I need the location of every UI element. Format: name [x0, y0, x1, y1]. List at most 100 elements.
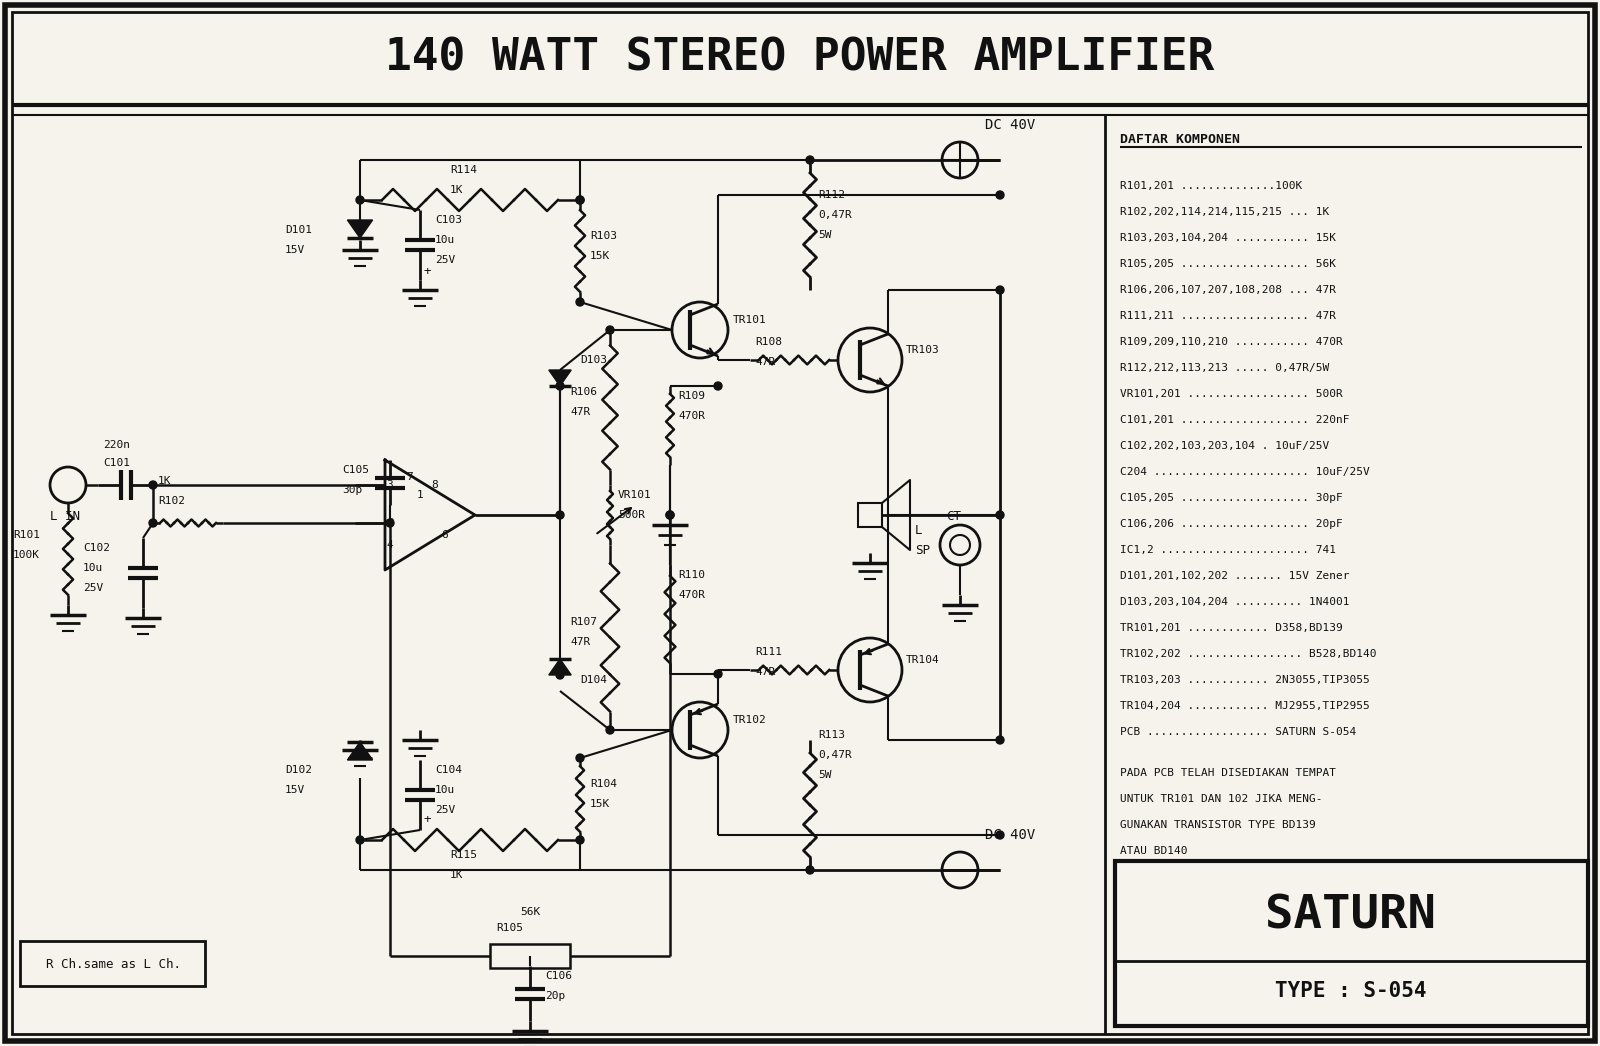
- Text: TR103: TR103: [906, 345, 939, 355]
- Text: R105: R105: [496, 923, 523, 933]
- Text: 47R: 47R: [755, 357, 776, 367]
- Text: R101,201 ..............100K: R101,201 ..............100K: [1120, 181, 1302, 191]
- Text: 30p: 30p: [342, 485, 362, 495]
- Text: 6: 6: [442, 530, 448, 540]
- Circle shape: [576, 196, 584, 204]
- Polygon shape: [347, 742, 373, 760]
- Text: R111: R111: [755, 647, 782, 657]
- Text: DAFTAR KOMPONEN: DAFTAR KOMPONEN: [1120, 133, 1240, 146]
- Bar: [1115, 861, 1587, 1026]
- Text: 47R: 47R: [570, 637, 590, 647]
- Text: D103,203,104,204 .......... 1N4001: D103,203,104,204 .......... 1N4001: [1120, 597, 1349, 607]
- Text: 500R: 500R: [618, 510, 645, 520]
- Text: 15V: 15V: [285, 784, 306, 795]
- Text: C102: C102: [83, 543, 110, 553]
- Text: R106: R106: [570, 387, 597, 397]
- Text: 20p: 20p: [546, 991, 565, 1001]
- Text: ATAU BD140: ATAU BD140: [1120, 846, 1187, 856]
- Text: C103: C103: [435, 215, 462, 225]
- Circle shape: [557, 511, 563, 519]
- Text: 100K: 100K: [13, 550, 40, 560]
- Text: R113: R113: [818, 730, 845, 740]
- Text: R102,202,114,214,115,215 ... 1K: R102,202,114,214,115,215 ... 1K: [1120, 207, 1330, 217]
- Text: 47R: 47R: [570, 407, 590, 417]
- Text: PADA PCB TELAH DISEDIAKAN TEMPAT: PADA PCB TELAH DISEDIAKAN TEMPAT: [1120, 768, 1336, 778]
- Text: 1K: 1K: [450, 185, 464, 195]
- Text: D101,201,102,202 ....... 15V Zener: D101,201,102,202 ....... 15V Zener: [1120, 571, 1349, 581]
- Circle shape: [576, 754, 584, 761]
- Text: 25V: 25V: [83, 583, 104, 593]
- Text: R103: R103: [590, 231, 618, 241]
- Text: DC 40V: DC 40V: [986, 118, 1035, 132]
- Text: 10u: 10u: [435, 784, 456, 795]
- Text: R101: R101: [13, 530, 40, 540]
- Text: SATURN: SATURN: [1266, 893, 1437, 938]
- Text: 7: 7: [406, 472, 413, 482]
- Text: C105,205 ................... 30pF: C105,205 ................... 30pF: [1120, 493, 1342, 503]
- Polygon shape: [549, 659, 571, 675]
- Text: TR104: TR104: [906, 655, 939, 665]
- Circle shape: [666, 511, 674, 519]
- Text: 25V: 25V: [435, 805, 456, 815]
- Text: 25V: 25V: [435, 255, 456, 265]
- Circle shape: [806, 156, 814, 164]
- Text: 1K: 1K: [450, 870, 464, 880]
- Text: C106: C106: [546, 971, 573, 981]
- Text: L IN: L IN: [50, 510, 80, 523]
- Text: 15K: 15K: [590, 799, 610, 809]
- Text: R111,211 ................... 47R: R111,211 ................... 47R: [1120, 311, 1336, 321]
- Circle shape: [386, 519, 394, 527]
- Text: R110: R110: [678, 570, 706, 579]
- Text: R114: R114: [450, 165, 477, 175]
- Circle shape: [149, 519, 157, 527]
- Circle shape: [576, 298, 584, 306]
- Text: D101: D101: [285, 225, 312, 235]
- Text: D104: D104: [579, 675, 606, 685]
- Text: UNTUK TR101 DAN 102 JIKA MENG-: UNTUK TR101 DAN 102 JIKA MENG-: [1120, 794, 1323, 804]
- Text: R Ch.same as L Ch.: R Ch.same as L Ch.: [45, 957, 181, 971]
- Text: VR101: VR101: [618, 490, 651, 500]
- Circle shape: [714, 670, 722, 678]
- Bar: [490, 943, 570, 968]
- Text: 5W: 5W: [818, 230, 832, 240]
- Text: C101: C101: [102, 458, 130, 468]
- Text: L: L: [915, 523, 923, 537]
- Text: VR101,201 .................. 500R: VR101,201 .................. 500R: [1120, 389, 1342, 399]
- Polygon shape: [347, 220, 373, 238]
- Circle shape: [995, 736, 1005, 744]
- Text: TR102: TR102: [733, 715, 766, 725]
- Text: R105,205 ................... 56K: R105,205 ................... 56K: [1120, 259, 1336, 269]
- Text: R108: R108: [755, 337, 782, 347]
- Text: C105: C105: [342, 465, 370, 475]
- Polygon shape: [549, 370, 571, 386]
- Text: DC 40V: DC 40V: [986, 828, 1035, 842]
- Text: R103,203,104,204 ........... 15K: R103,203,104,204 ........... 15K: [1120, 233, 1336, 243]
- Text: R104: R104: [590, 779, 618, 789]
- Text: 15K: 15K: [590, 251, 610, 262]
- Text: C106,206 ................... 20pF: C106,206 ................... 20pF: [1120, 519, 1342, 529]
- Circle shape: [557, 670, 563, 679]
- Text: TR103,203 ............ 2N3055,TIP3055: TR103,203 ............ 2N3055,TIP3055: [1120, 675, 1370, 685]
- Text: D103: D103: [579, 355, 606, 365]
- Circle shape: [995, 286, 1005, 294]
- Text: 10u: 10u: [83, 563, 104, 573]
- Circle shape: [355, 196, 365, 204]
- Text: 470R: 470R: [678, 590, 706, 600]
- Bar: [858, 503, 882, 527]
- Text: 2: 2: [387, 518, 394, 528]
- Circle shape: [355, 836, 365, 844]
- Text: R115: R115: [450, 850, 477, 860]
- Circle shape: [806, 866, 814, 874]
- Circle shape: [557, 382, 563, 390]
- Text: 3: 3: [387, 480, 394, 490]
- Text: 1K: 1K: [158, 476, 171, 486]
- Text: TR101: TR101: [733, 315, 766, 325]
- Text: GUNAKAN TRANSISTOR TYPE BD139: GUNAKAN TRANSISTOR TYPE BD139: [1120, 820, 1315, 829]
- Text: R112: R112: [818, 190, 845, 200]
- Text: TR102,202 ................. B528,BD140: TR102,202 ................. B528,BD140: [1120, 649, 1376, 659]
- Text: R112,212,113,213 ..... 0,47R/5W: R112,212,113,213 ..... 0,47R/5W: [1120, 363, 1330, 373]
- Text: +: +: [422, 814, 430, 826]
- Text: 0,47R: 0,47R: [818, 750, 851, 760]
- Circle shape: [995, 191, 1005, 199]
- Circle shape: [666, 511, 674, 519]
